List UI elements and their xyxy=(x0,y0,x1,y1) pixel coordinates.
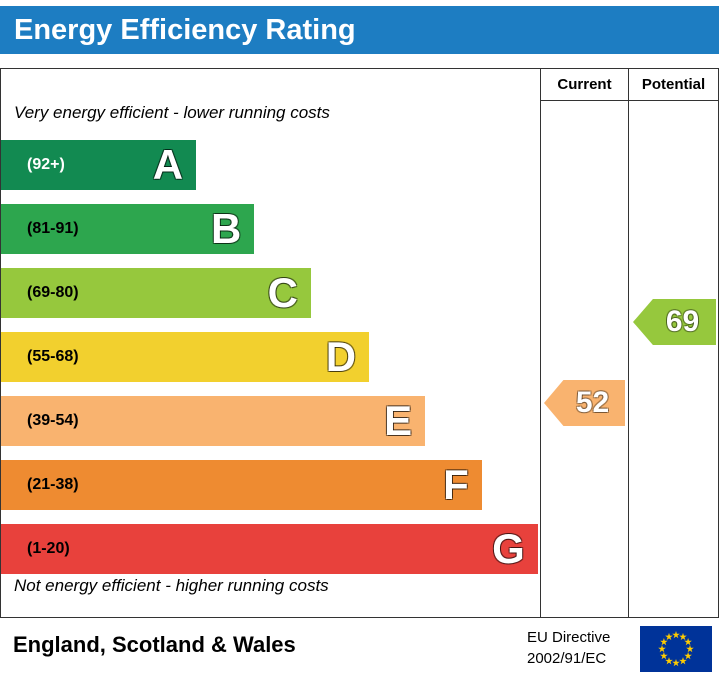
band-row-g: (1-20) G xyxy=(1,524,540,574)
caption-not-efficient: Not energy efficient - higher running co… xyxy=(14,576,329,595)
eu-directive-label: EU Directive 2002/91/EC xyxy=(527,627,610,669)
column-header-current: Current xyxy=(557,76,612,93)
potential-rating-arrow: 69 xyxy=(633,299,716,345)
band-letter-e: E xyxy=(384,397,413,444)
band-range-d: (55-68) xyxy=(27,348,79,365)
current-rating-arrow: 52 xyxy=(544,380,625,426)
potential-rating-value: 69 xyxy=(665,305,700,338)
band-bar-g: (1-20) G xyxy=(1,524,538,574)
band-bar-b: (81-91) B xyxy=(1,204,255,254)
band-range-a: (92+) xyxy=(27,156,65,173)
band-letter-c: C xyxy=(267,269,298,316)
band-bar-a: (92+) A xyxy=(1,140,197,190)
band-row-c: (69-80) C xyxy=(1,268,540,318)
band-range-b: (81-91) xyxy=(27,220,79,237)
band-range-e: (39-54) xyxy=(27,412,79,429)
band-bar-e: (39-54) E xyxy=(1,396,426,446)
header-underline xyxy=(540,100,718,101)
band-row-b: (81-91) B xyxy=(1,204,540,254)
title-bar: Energy Efficiency Rating xyxy=(0,6,719,54)
page-title: Energy Efficiency Rating xyxy=(14,13,356,46)
region-label: England, Scotland & Wales xyxy=(13,632,296,657)
band-letter-g: G xyxy=(492,525,525,572)
band-range-g: (1-20) xyxy=(27,540,70,557)
band-row-e: (39-54) E xyxy=(1,396,540,446)
band-range-c: (69-80) xyxy=(27,284,79,301)
caption-very-efficient: Very energy efficient - lower running co… xyxy=(14,103,330,122)
band-bar-d: (55-68) D xyxy=(1,332,370,382)
column-header-potential: Potential xyxy=(641,76,706,93)
band-row-d: (55-68) D xyxy=(1,332,540,382)
band-row-a: (92+) A xyxy=(1,140,540,190)
band-letter-d: D xyxy=(325,333,357,380)
band-bar-c: (69-80) C xyxy=(1,268,311,318)
column-separator-current xyxy=(540,69,541,617)
eu-directive-line2: 2002/91/EC xyxy=(527,650,607,667)
band-range-f: (21-38) xyxy=(27,476,79,493)
band-row-f: (21-38) F xyxy=(1,460,540,510)
band-letter-b: B xyxy=(210,205,242,252)
eu-flag-icon xyxy=(640,626,712,672)
band-letter-f: F xyxy=(443,461,469,508)
band-letter-a: A xyxy=(152,141,184,188)
current-rating-value: 52 xyxy=(575,386,610,419)
eu-directive-line1: EU Directive xyxy=(527,629,611,646)
band-bar-f: (21-38) F xyxy=(1,460,482,510)
epc-chart: Current Potential Very energy efficient … xyxy=(0,68,719,618)
column-separator-potential xyxy=(628,69,629,617)
